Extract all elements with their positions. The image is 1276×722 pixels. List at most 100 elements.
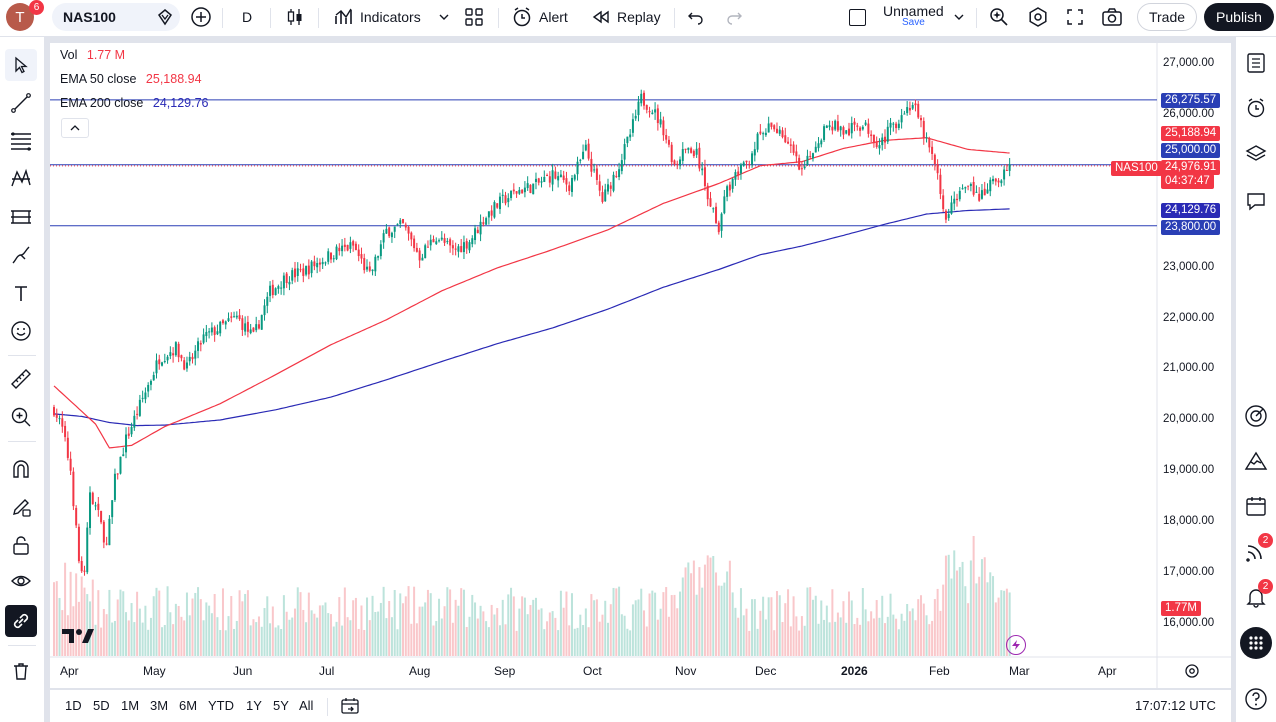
- event-marker[interactable]: [1006, 635, 1026, 655]
- ideas-stream-button[interactable]: [1240, 535, 1272, 567]
- calendar-button[interactable]: [1240, 490, 1272, 522]
- volume-bar: [77, 601, 80, 656]
- volume-bar: [778, 595, 781, 656]
- volume-bar: [787, 589, 790, 656]
- watchlist-button[interactable]: [1240, 47, 1272, 79]
- ema50-legend[interactable]: EMA 50 close 25,188.94: [60, 72, 202, 86]
- brush-tool[interactable]: [5, 239, 37, 271]
- volume-bar: [956, 570, 959, 656]
- volume-bar: [282, 595, 285, 656]
- timeframe-6m[interactable]: 6M: [179, 698, 198, 713]
- publish-button[interactable]: Publish: [1204, 3, 1274, 31]
- volume-bar: [609, 604, 612, 656]
- settings-button[interactable]: [1027, 3, 1049, 31]
- products-menu-button[interactable]: [1240, 627, 1272, 659]
- compare-add-button[interactable]: [190, 3, 212, 31]
- chart-pane[interactable]: [50, 43, 1231, 688]
- volume-bar: [792, 596, 795, 656]
- candle-body: [640, 93, 643, 104]
- candle-body: [787, 141, 790, 144]
- volume-bar: [449, 589, 452, 656]
- prediction-tool[interactable]: [5, 201, 37, 233]
- alerts-panel-button[interactable]: [1240, 92, 1272, 124]
- screener-button[interactable]: [1240, 400, 1272, 432]
- emoji-tool[interactable]: [5, 315, 37, 347]
- volume-legend[interactable]: Vol 1.77 M: [60, 48, 125, 62]
- measure-tool[interactable]: [5, 363, 37, 395]
- chat-button[interactable]: [1240, 185, 1272, 217]
- layout-dropdown[interactable]: [953, 3, 965, 31]
- volume-bar: [820, 600, 823, 656]
- volume-bar: [928, 624, 931, 656]
- layout-save-link[interactable]: Save: [902, 17, 925, 28]
- candle-body: [928, 138, 931, 148]
- hide-drawings-tool[interactable]: [5, 565, 37, 597]
- candle-body: [113, 473, 116, 500]
- indicators-button[interactable]: Indicators: [333, 3, 421, 31]
- remove-drawings-tool[interactable]: [5, 655, 37, 687]
- axis-settings-button[interactable]: [1184, 663, 1200, 684]
- pattern-tool[interactable]: [5, 163, 37, 195]
- timeframe-5d[interactable]: 5D: [93, 698, 110, 713]
- fib-tool[interactable]: [5, 125, 37, 157]
- keep-drawing-tool[interactable]: [5, 491, 37, 523]
- plus-circle-icon: [191, 7, 211, 27]
- help-button[interactable]: [1240, 683, 1272, 715]
- fullscreen-button[interactable]: [1065, 3, 1085, 31]
- chart-type-button[interactable]: [284, 3, 306, 31]
- sync-drawings-tool[interactable]: [5, 605, 37, 637]
- layout-checkbox[interactable]: [849, 3, 866, 31]
- text-tool[interactable]: [5, 277, 37, 309]
- timeframe-ytd[interactable]: YTD: [208, 698, 234, 713]
- go-to-date-button[interactable]: [340, 696, 360, 721]
- volume-bar: [548, 612, 551, 656]
- quick-search-button[interactable]: [988, 3, 1010, 31]
- screenshot-button[interactable]: [1101, 3, 1123, 31]
- trade-button[interactable]: Trade: [1137, 3, 1197, 31]
- hline-price-tag[interactable]: 26,275.57: [1161, 93, 1221, 108]
- candle-body: [271, 284, 274, 296]
- timeframe-3m[interactable]: 3M: [150, 698, 169, 713]
- volume-bar: [618, 586, 621, 656]
- utc-clock[interactable]: 17:07:12 UTC: [1135, 698, 1216, 713]
- timeframe-1m[interactable]: 1M: [121, 698, 140, 713]
- collapse-legend-button[interactable]: [61, 118, 89, 138]
- candle-body: [900, 115, 903, 123]
- trend-line-tool[interactable]: [5, 87, 37, 119]
- candle-body: [825, 125, 828, 128]
- undo-button[interactable]: [686, 3, 706, 31]
- indicators-dropdown[interactable]: [438, 3, 450, 31]
- candle-body: [460, 246, 463, 253]
- candle-body: [773, 125, 776, 130]
- layout-name[interactable]: Unnamed: [883, 3, 944, 19]
- horizontal-lines[interactable]: [50, 99, 1157, 227]
- timeframe-1d[interactable]: 1D: [65, 698, 82, 713]
- timeframe-all[interactable]: All: [299, 698, 314, 713]
- timeframe-1y[interactable]: 1Y: [246, 698, 262, 713]
- volume-bar: [673, 594, 676, 656]
- magnet-tool[interactable]: [5, 453, 37, 485]
- cursor-tool[interactable]: [5, 49, 37, 81]
- level-price-tag[interactable]: 25,000.00: [1161, 143, 1221, 158]
- symbol-search[interactable]: NAS100: [52, 3, 180, 31]
- volume-bar: [257, 616, 260, 656]
- candle-body: [717, 222, 720, 233]
- object-tree-button[interactable]: [1240, 138, 1272, 170]
- candle-body: [994, 178, 997, 182]
- lock-drawings-tool[interactable]: [5, 529, 37, 561]
- candle-body: [504, 195, 507, 204]
- interval-button[interactable]: D: [242, 9, 253, 25]
- replay-button[interactable]: Replay: [591, 3, 661, 31]
- candle-body: [413, 238, 416, 249]
- candle-body: [307, 265, 310, 275]
- redo-button[interactable]: [724, 3, 744, 31]
- tradingview-logo[interactable]: [61, 627, 95, 650]
- ema200-legend[interactable]: EMA 200 close 24,129.76: [60, 96, 208, 110]
- zoom-tool[interactable]: [5, 401, 37, 433]
- hline-price-tag[interactable]: 23,800.00: [1161, 220, 1221, 235]
- layouts-button[interactable]: [464, 3, 484, 31]
- pine-button[interactable]: [1240, 445, 1272, 477]
- timeframe-5y[interactable]: 5Y: [273, 698, 289, 713]
- alert-button[interactable]: Alert: [511, 3, 568, 31]
